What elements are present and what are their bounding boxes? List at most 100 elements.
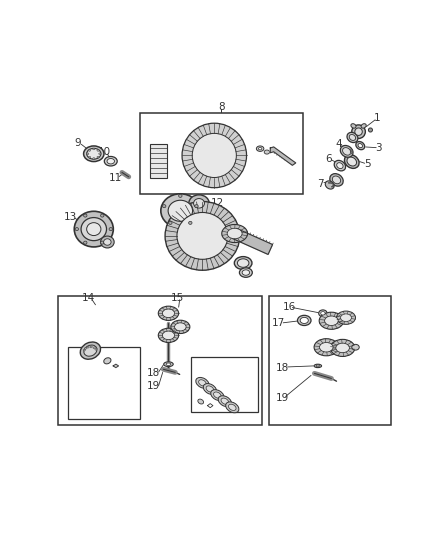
Ellipse shape — [240, 268, 252, 277]
Ellipse shape — [351, 152, 352, 153]
Ellipse shape — [242, 270, 250, 275]
Ellipse shape — [189, 195, 209, 212]
Text: 1: 1 — [374, 113, 381, 123]
Ellipse shape — [182, 123, 247, 188]
Ellipse shape — [214, 392, 221, 398]
Ellipse shape — [93, 347, 95, 349]
Ellipse shape — [321, 312, 325, 315]
Ellipse shape — [297, 316, 311, 326]
Ellipse shape — [101, 236, 114, 248]
Ellipse shape — [227, 228, 242, 239]
Ellipse shape — [104, 157, 117, 166]
Ellipse shape — [325, 316, 338, 326]
Ellipse shape — [330, 340, 355, 357]
Ellipse shape — [85, 348, 87, 349]
Text: 17: 17 — [272, 319, 286, 328]
Ellipse shape — [162, 309, 175, 318]
Ellipse shape — [107, 158, 114, 164]
Ellipse shape — [75, 228, 78, 231]
Ellipse shape — [179, 195, 182, 197]
Ellipse shape — [87, 223, 101, 236]
Bar — [68, 347, 140, 418]
Ellipse shape — [189, 221, 192, 224]
Ellipse shape — [316, 365, 320, 367]
Ellipse shape — [109, 228, 113, 231]
Ellipse shape — [162, 205, 166, 208]
Ellipse shape — [314, 338, 339, 356]
Text: 11: 11 — [109, 173, 123, 182]
Ellipse shape — [169, 221, 172, 224]
Ellipse shape — [104, 239, 111, 245]
Ellipse shape — [99, 153, 101, 155]
Ellipse shape — [90, 346, 92, 348]
Ellipse shape — [349, 134, 356, 140]
Bar — [191, 358, 258, 411]
Text: 3: 3 — [376, 143, 382, 152]
Polygon shape — [113, 364, 119, 368]
Ellipse shape — [97, 150, 99, 151]
Polygon shape — [270, 147, 296, 165]
Ellipse shape — [332, 183, 333, 184]
Ellipse shape — [101, 214, 104, 217]
Text: 14: 14 — [82, 293, 95, 303]
Ellipse shape — [171, 320, 190, 334]
Ellipse shape — [325, 181, 334, 189]
Ellipse shape — [319, 310, 327, 317]
Text: 5: 5 — [364, 159, 371, 169]
Text: 9: 9 — [74, 138, 81, 148]
Ellipse shape — [196, 377, 209, 389]
Ellipse shape — [84, 214, 87, 217]
Ellipse shape — [192, 133, 237, 177]
Ellipse shape — [88, 156, 91, 158]
Ellipse shape — [336, 311, 356, 325]
Ellipse shape — [95, 348, 97, 350]
Ellipse shape — [166, 363, 171, 366]
Ellipse shape — [80, 342, 101, 359]
Ellipse shape — [84, 241, 87, 244]
Ellipse shape — [158, 306, 179, 320]
Text: 2: 2 — [356, 127, 363, 136]
Ellipse shape — [234, 256, 252, 270]
Ellipse shape — [198, 399, 204, 404]
Ellipse shape — [350, 152, 352, 154]
Ellipse shape — [198, 380, 206, 386]
Ellipse shape — [256, 146, 264, 151]
Ellipse shape — [331, 182, 332, 183]
Ellipse shape — [206, 386, 214, 392]
Ellipse shape — [164, 362, 173, 367]
Bar — [58, 296, 262, 425]
Text: 16: 16 — [283, 302, 296, 311]
Bar — [150, 143, 167, 177]
Ellipse shape — [336, 343, 350, 353]
Ellipse shape — [337, 163, 343, 168]
Ellipse shape — [237, 259, 249, 267]
Text: 19: 19 — [276, 393, 289, 403]
Ellipse shape — [319, 312, 344, 329]
Ellipse shape — [368, 128, 372, 132]
Ellipse shape — [162, 331, 175, 340]
Ellipse shape — [331, 186, 332, 188]
Ellipse shape — [320, 343, 333, 352]
Ellipse shape — [104, 358, 111, 364]
Ellipse shape — [352, 344, 359, 350]
Text: 18: 18 — [276, 362, 289, 373]
Ellipse shape — [351, 124, 356, 128]
Ellipse shape — [74, 211, 113, 247]
Ellipse shape — [344, 155, 359, 168]
Ellipse shape — [358, 143, 363, 148]
Ellipse shape — [355, 128, 362, 135]
Text: 12: 12 — [211, 198, 224, 208]
Text: 19: 19 — [147, 381, 160, 391]
Text: 18: 18 — [147, 368, 160, 378]
Text: 6: 6 — [326, 154, 332, 164]
Ellipse shape — [101, 241, 104, 244]
Ellipse shape — [87, 148, 101, 159]
Ellipse shape — [347, 157, 357, 166]
Ellipse shape — [222, 224, 247, 243]
Ellipse shape — [195, 205, 198, 208]
Bar — [268, 296, 391, 425]
Ellipse shape — [356, 141, 365, 150]
Ellipse shape — [264, 150, 270, 154]
Ellipse shape — [194, 199, 205, 208]
Ellipse shape — [350, 149, 352, 150]
